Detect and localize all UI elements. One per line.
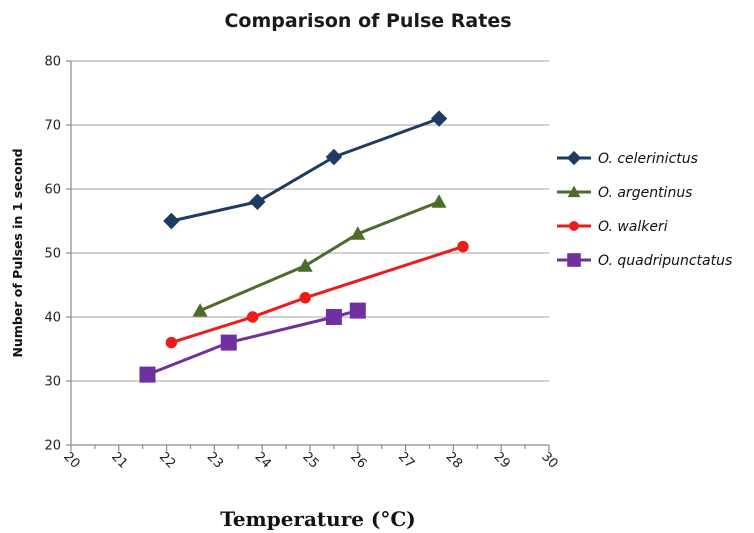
y-axis-label: Number of Pulses in 1 second <box>10 148 25 357</box>
chart-title: Comparison of Pulse Rates <box>224 10 511 32</box>
y-tick-label: 40 <box>44 311 61 326</box>
series-diamond <box>163 110 448 230</box>
x-tick-label: 27 <box>395 449 417 471</box>
gridlines <box>71 60 549 382</box>
x-tick-label: 28 <box>443 449 465 471</box>
legend-item: O. celerinictus <box>557 150 698 167</box>
x-tick-label: 30 <box>538 449 560 471</box>
data-point <box>249 193 266 211</box>
y-tick-label: 50 <box>44 247 61 262</box>
data-point <box>567 185 581 198</box>
x-tick-label: 23 <box>204 449 226 471</box>
legend-label: O. celerinictus <box>598 151 698 167</box>
legend-label: O. argentinus <box>598 185 692 201</box>
data-point <box>220 334 237 351</box>
data-point <box>192 303 208 317</box>
data-point <box>297 258 313 272</box>
data-point <box>457 240 469 253</box>
series-square <box>139 302 366 383</box>
series-circle <box>165 240 469 349</box>
axes <box>66 60 550 451</box>
data-point <box>349 302 366 319</box>
y-tick-label: 30 <box>44 375 61 390</box>
x-tick-label: 21 <box>108 449 130 471</box>
data-point <box>165 336 178 349</box>
data-point <box>350 226 366 240</box>
x-tick-label: 29 <box>491 449 513 471</box>
x-tick-labels: 20 21 22 23 24 25 26 27 28 29 30 <box>60 449 560 471</box>
x-tick-label: 24 <box>252 449 274 471</box>
data-point <box>430 110 448 127</box>
data-point <box>325 309 342 325</box>
legend: O. celerinictus O. argentinus O. walkeri O.… <box>557 150 732 269</box>
x-tick-label: 26 <box>347 449 369 471</box>
series-plot-area <box>139 110 469 383</box>
legend-label: O. quadripunctatus <box>598 253 732 269</box>
x-axis-label: Temperature (°C) <box>220 507 416 531</box>
series-line <box>171 117 440 223</box>
data-point <box>299 292 311 304</box>
y-tick-label: 20 <box>44 439 61 454</box>
series-line <box>170 245 464 345</box>
data-point <box>246 311 259 323</box>
y-tick-labels: 20 30 40 50 60 70 80 <box>44 55 61 454</box>
legend-item: O. walkeri <box>557 219 668 235</box>
data-point <box>163 212 180 230</box>
series-line <box>199 200 440 312</box>
x-tick-label: 20 <box>60 449 82 471</box>
data-point <box>325 148 343 166</box>
legend-item: O. argentinus <box>557 185 692 201</box>
data-point <box>431 194 447 208</box>
data-point <box>139 366 156 383</box>
x-tick-label: 25 <box>299 449 321 471</box>
legend-item: O. quadripunctatus <box>557 253 732 269</box>
series-triangle <box>192 194 447 317</box>
y-tick-label: 60 <box>44 183 61 198</box>
x-tick-label: 22 <box>156 449 178 471</box>
data-point <box>567 253 581 267</box>
data-point <box>569 221 579 231</box>
legend-label: O. walkeri <box>598 219 668 235</box>
y-tick-label: 70 <box>44 119 61 134</box>
data-point <box>566 150 582 166</box>
y-tick-label: 80 <box>44 55 61 70</box>
series-line <box>146 309 359 376</box>
